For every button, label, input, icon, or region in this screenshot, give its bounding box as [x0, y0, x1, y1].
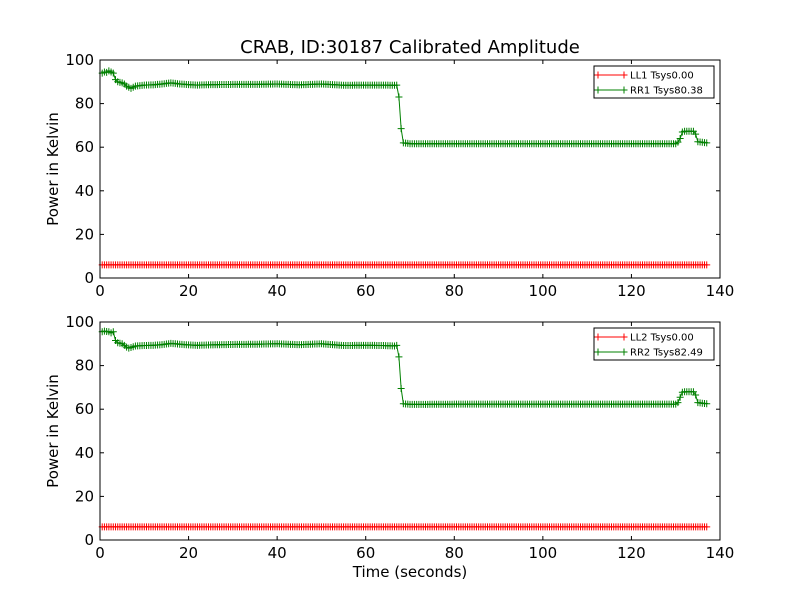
legend: LL2 Tsys0.00 RR2 Tsys82.49 — [593, 327, 715, 361]
legend-label: LL2 Tsys0.00 — [630, 333, 694, 344]
x-tick-label: 80 — [445, 282, 464, 300]
legend-item: RR1 Tsys80.38 — [594, 86, 703, 97]
axes-frame — [99, 59, 721, 279]
legend-marker — [594, 348, 602, 356]
y-tick-label: 40 — [75, 182, 94, 200]
data-point — [703, 261, 711, 269]
data-point — [703, 523, 711, 531]
legend-label: RR1 Tsys80.38 — [630, 86, 703, 97]
data-point — [674, 138, 682, 146]
data-point — [692, 130, 700, 138]
x-tick-label: 0 — [95, 282, 105, 300]
series-2 — [98, 67, 711, 148]
legend: LL1 Tsys0.00 RR1 Tsys80.38 — [593, 65, 715, 99]
data-point — [397, 125, 405, 133]
y-axis-label: Power in Kelvin — [44, 374, 62, 488]
legend-box — [593, 65, 715, 99]
upper-panel: 0 20 40 60 80 100 120 140 0 20 40 60 80 100 Power in K… — [44, 51, 734, 300]
data-point — [674, 399, 682, 407]
x-axis-label: Time (seconds) — [352, 563, 468, 581]
legend-label: LL1 Tsys0.00 — [630, 71, 694, 82]
legend-label: RR2 Tsys82.49 — [630, 348, 703, 359]
data-point — [109, 328, 117, 336]
x-tick-label: 60 — [356, 544, 375, 562]
data-point — [395, 353, 403, 361]
x-tick-label: 40 — [268, 282, 287, 300]
figure-title: CRAB, ID:30187 Calibrated Amplitude — [240, 37, 580, 58]
y-tick-label: 80 — [75, 95, 94, 113]
y-axis-label: Power in Kelvin — [44, 112, 62, 226]
x-tick-label: 80 — [445, 544, 464, 562]
x-tick-label: 100 — [529, 544, 558, 562]
x-tick-label: 0 — [95, 544, 105, 562]
y-tick-label: 80 — [75, 357, 94, 375]
x-tick-label: 100 — [529, 282, 558, 300]
legend-marker — [594, 333, 602, 341]
legend-marker — [620, 333, 628, 341]
y-tick-label: 60 — [75, 138, 94, 156]
series-1 — [98, 261, 711, 269]
series-2 — [98, 327, 711, 408]
x-tick-label: 140 — [706, 282, 735, 300]
data-point — [109, 69, 117, 77]
series-1 — [98, 523, 711, 531]
data-point — [703, 400, 711, 408]
axes-frame — [99, 321, 721, 541]
y-tick-label: 20 — [75, 225, 94, 243]
legend-box — [593, 327, 715, 361]
data-point — [395, 93, 403, 101]
data-point — [397, 384, 405, 392]
legend-marker — [620, 71, 628, 79]
data-point — [393, 81, 401, 89]
x-tick-label: 20 — [179, 282, 198, 300]
x-tick-label: 120 — [617, 282, 646, 300]
y-tick-label: 0 — [84, 531, 94, 549]
legend-marker — [594, 71, 602, 79]
lower-panel: 0 20 40 60 80 100 120 140 0 20 40 60 80 100 Power in K… — [44, 313, 734, 581]
y-tick-label: 100 — [65, 51, 94, 69]
legend-marker — [620, 348, 628, 356]
y-tick-label: 20 — [75, 487, 94, 505]
x-tick-label: 140 — [706, 544, 735, 562]
y-tick-label: 60 — [75, 400, 94, 418]
legend-marker — [620, 86, 628, 94]
x-tick-label: 40 — [268, 544, 287, 562]
legend-marker — [594, 86, 602, 94]
legend-item: LL2 Tsys0.00 — [594, 333, 694, 344]
y-tick-label: 40 — [75, 444, 94, 462]
legend-item: RR2 Tsys82.49 — [594, 348, 703, 359]
x-tick-label: 20 — [179, 544, 198, 562]
legend-item: LL1 Tsys0.00 — [594, 71, 694, 82]
data-point — [703, 139, 711, 147]
y-tick-label: 100 — [65, 313, 94, 331]
x-tick-label: 60 — [356, 282, 375, 300]
data-point — [692, 391, 700, 399]
x-tick-label: 120 — [617, 544, 646, 562]
y-tick-label: 0 — [84, 269, 94, 287]
data-point — [676, 393, 684, 401]
data-point — [676, 134, 684, 142]
data-point — [393, 341, 401, 349]
